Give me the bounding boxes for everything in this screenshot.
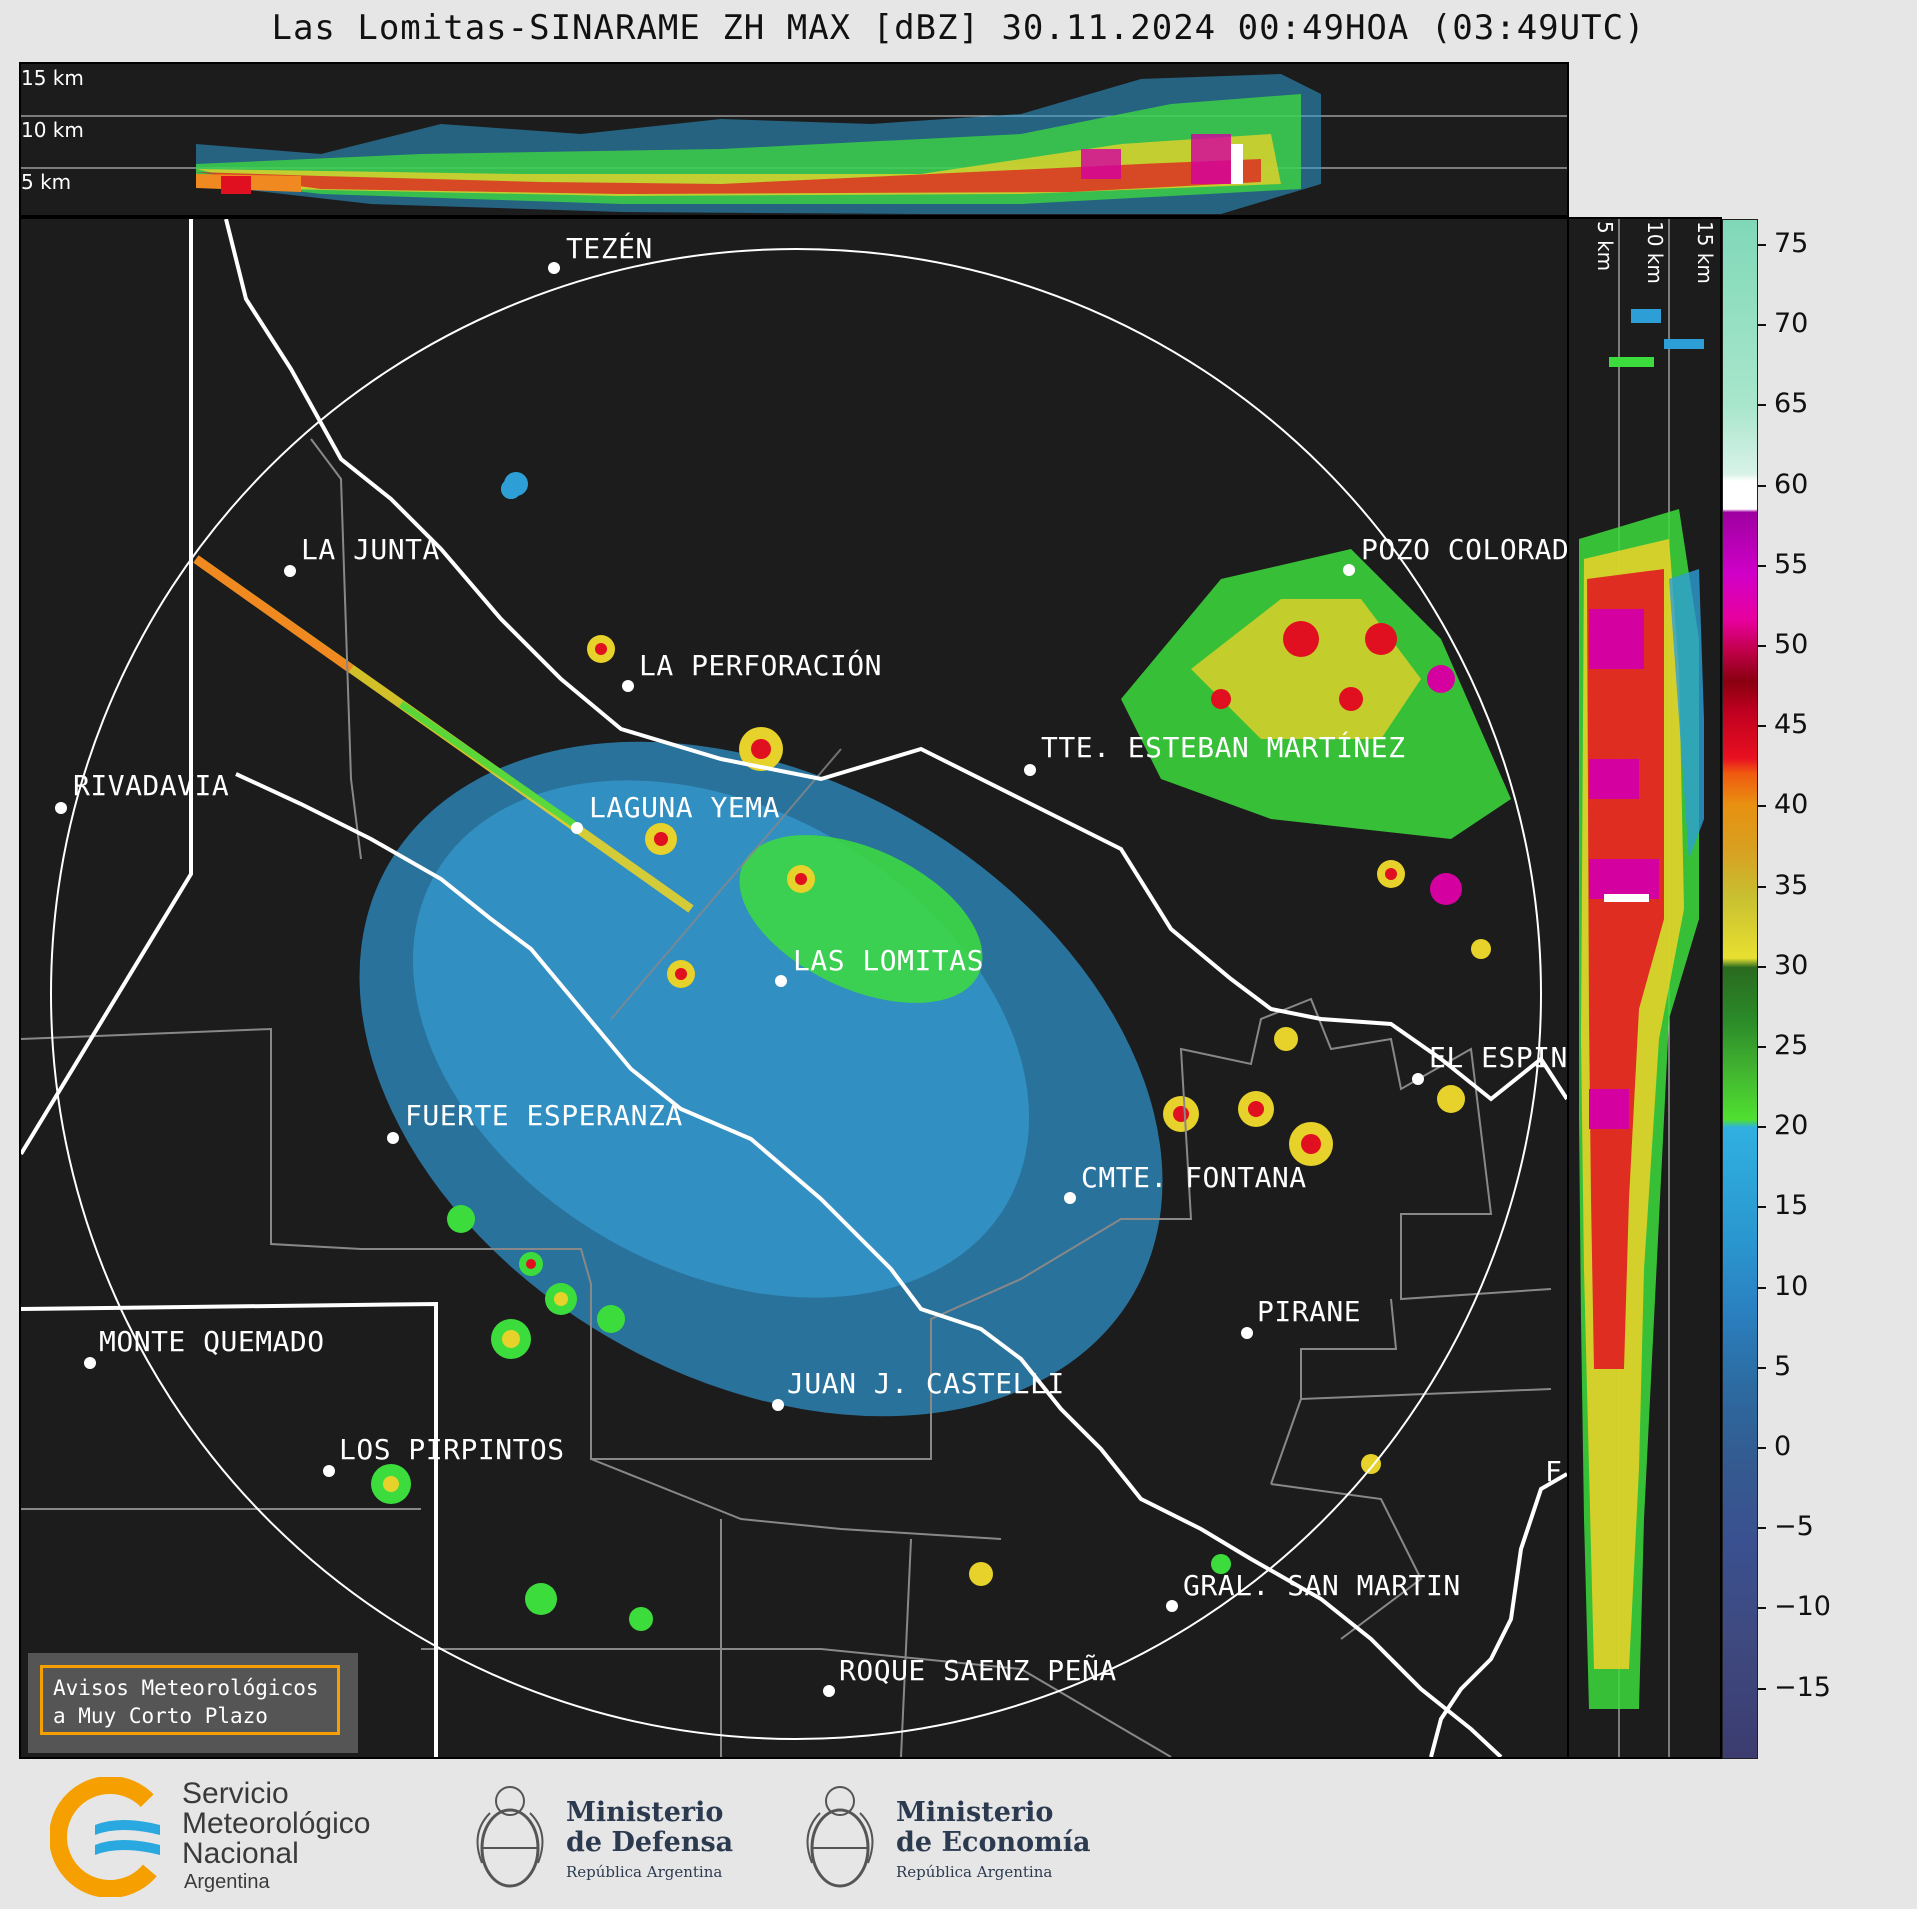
smn-name-line-4: Argentina [184,1871,270,1893]
top-cross-section: 15 km 10 km 5 km [19,62,1569,217]
avisos-label: Avisos Meteorológicos a Muy Corto Plazo [40,1665,340,1735]
economia-line-1: Ministerio [896,1797,1054,1828]
colorbar-tick-label: −5 [1774,1511,1814,1543]
coat-of-arms-defensa-icon [470,1773,550,1903]
colorbar-tick-label: 10 [1774,1270,1809,1302]
economia-line-3: República Argentina [896,1863,1053,1881]
city-dot-roque-saenz-pena [823,1685,835,1697]
city-label-el-espinillo: EL ESPIN [1429,1041,1568,1074]
city-dot-pirane [1241,1327,1253,1339]
city-label-las-lomitas: LAS LOMITAS [793,944,984,977]
colorbar-tick-label: 35 [1774,869,1809,901]
city-dot-las-lomitas [775,975,787,987]
city-label-cmte-fontana: CMTE. FONTANA [1081,1161,1307,1194]
city-label-fuerte-esperanza: FUERTE ESPERANZA [405,1099,683,1132]
city-dot-laguna-yema [571,822,583,834]
city-dot-tte-esteban-martinez [1024,764,1036,776]
city-dot-fuerte-esperanza [387,1132,399,1144]
city-label-pirane: PIRANE [1257,1295,1362,1328]
top-altitude-15km: 15 km [21,66,84,90]
city-dot-juan-j-castelli [772,1399,784,1411]
city-dot-los-pirpintos [323,1465,335,1477]
city-dot-el-espinillo [1412,1073,1424,1085]
colorbar [1722,219,1758,1759]
city-label-f: F [1545,1455,1563,1488]
top-altitude-5km: 5 km [21,170,72,194]
colorbar-tick-label: 60 [1774,468,1809,500]
colorbar-tick-label: 55 [1774,548,1809,580]
city-label-laguna-yema: LAGUNA YEMA [589,791,780,824]
smn-logo [49,1776,171,1898]
colorbar-tick-label: 70 [1774,308,1809,340]
side-cross-section: 5 km 10 km 15 km [1569,217,1722,1759]
city-label-roque-saenz-pena: ROQUE SAENZ PEÑA [839,1654,1117,1687]
defensa-line-2: de Defensa [566,1827,734,1858]
top-altitude-10km: 10 km [21,118,84,142]
side-altitude-10km: 10 km [1643,221,1667,284]
avisos-box: Avisos Meteorológicos a Muy Corto Plazo [28,1653,358,1753]
side-altitude-15km: 15 km [1693,221,1717,284]
radar-map-graphics [21,219,1567,1757]
radar-map: TEZÉN LA JUNTA POZO COLORAD LA PERFORACI… [19,217,1569,1759]
defensa-line-3: República Argentina [566,1863,723,1881]
smn-name-line-3: Nacional [182,1837,299,1870]
colorbar-tick-label: 45 [1774,709,1809,741]
city-dot-monte-quemado [84,1357,96,1369]
city-dot-gral-san-martin [1166,1600,1178,1612]
city-label-monte-quemado: MONTE QUEMADO [99,1325,325,1358]
avisos-line-2: a Muy Corto Plazo [53,1704,268,1728]
footer: Servicio Meteorológico Nacional Argentin… [0,1759,1917,1909]
chart-title: Las Lomitas-SINARAME ZH MAX [dBZ] 30.11.… [271,8,1646,48]
city-label-pozo-colorado: POZO COLORAD [1361,533,1569,566]
city-label-rivadavia: RIVADAVIA [73,769,230,802]
smn-name-line-2: Meteorológico [182,1807,371,1840]
avisos-line-1: Avisos Meteorológicos [53,1676,319,1700]
coat-of-arms-economia-icon [800,1773,880,1903]
smn-name-line-1: Servicio [182,1777,289,1810]
colorbar-tick-label: 30 [1774,949,1809,981]
city-dot-la-perforacion [622,680,634,692]
city-dot-la-junta [284,565,296,577]
city-label-la-junta: LA JUNTA [301,533,440,566]
city-label-tezen: TEZÉN [566,232,653,265]
city-dot-tezen [548,262,560,274]
city-label-juan-j-castelli: JUAN J. CASTELLI [787,1367,1065,1400]
colorbar-tick-label: 15 [1774,1190,1809,1222]
side-altitude-5km: 5 km [1593,221,1617,272]
colorbar-tick-label: 5 [1774,1350,1792,1382]
colorbar-tick-label: 0 [1774,1431,1792,1462]
colorbar-tick-label: 65 [1774,388,1809,420]
colorbar-tick-label: 40 [1774,789,1809,821]
colorbar-tick-label: −10 [1774,1591,1831,1623]
colorbar-tick-label: 50 [1774,629,1809,660]
colorbar-tick-label: 25 [1774,1030,1809,1061]
city-dot-rivadavia [55,802,67,814]
economia-line-2: de Economía [896,1827,1091,1858]
city-dot-pozo-colorado [1343,564,1355,576]
colorbar-tick-label: −15 [1774,1671,1831,1703]
defensa-line-1: Ministerio [566,1797,724,1828]
city-label-los-pirpintos: LOS PIRPINTOS [339,1433,565,1466]
city-label-gral-san-martin: GRAL. SAN MARTIN [1183,1569,1461,1602]
city-dot-cmte-fontana [1064,1192,1076,1204]
city-label-tte-esteban-martinez: TTE. ESTEBAN MARTÍNEZ [1041,731,1406,764]
colorbar-tick-label: 75 [1774,228,1809,259]
colorbar-tick-label: 20 [1774,1110,1809,1142]
city-label-la-perforacion: LA PERFORACIÓN [639,649,883,682]
